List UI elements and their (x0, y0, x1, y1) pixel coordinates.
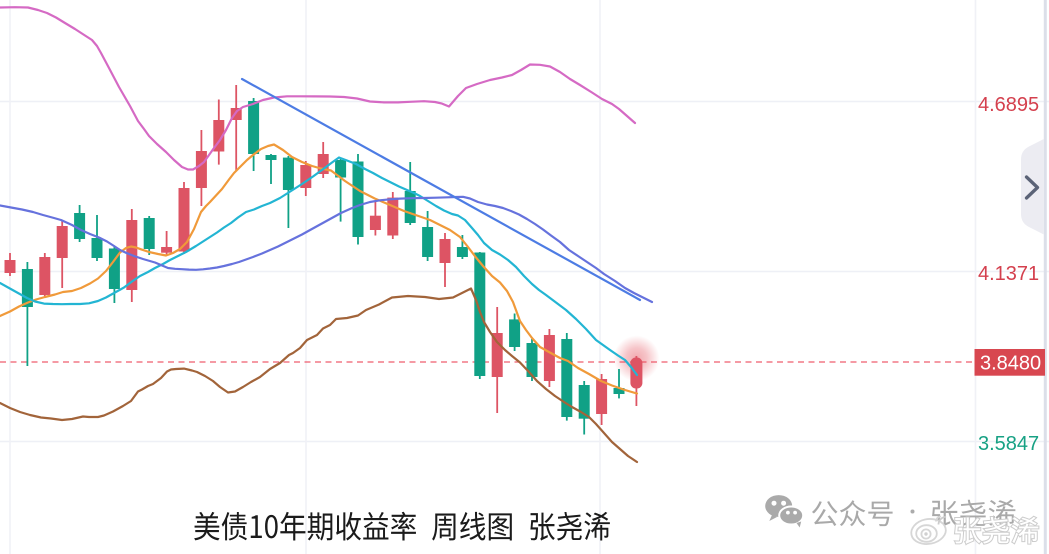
svg-text:3.5847: 3.5847 (978, 433, 1039, 455)
svg-text:4.1371: 4.1371 (978, 263, 1039, 285)
svg-text:3.8480: 3.8480 (980, 353, 1041, 375)
svg-text:4.6895: 4.6895 (978, 94, 1039, 116)
